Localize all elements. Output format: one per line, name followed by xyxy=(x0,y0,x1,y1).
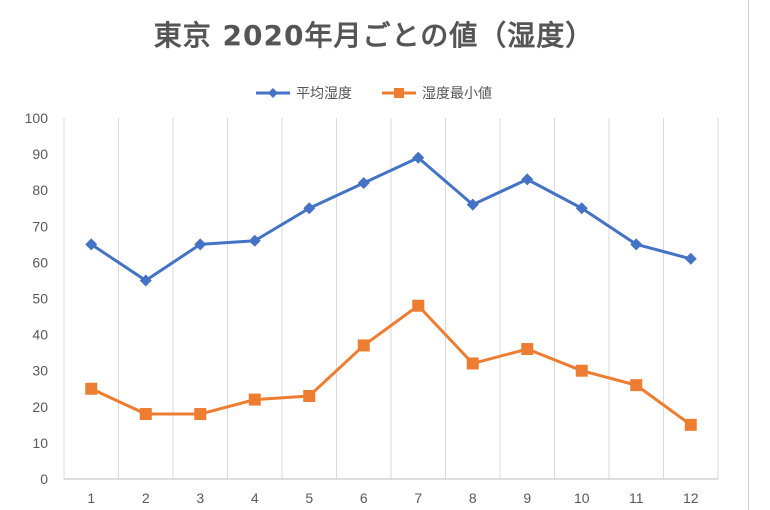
data-point-diamond xyxy=(357,176,370,189)
legend-label-min-humidity: 湿度最小値 xyxy=(422,86,492,102)
y-tick-label: 60 xyxy=(32,254,48,270)
x-tick-label: 1 xyxy=(87,490,95,506)
legend-marker-avg-humidity xyxy=(256,88,290,98)
data-point-diamond xyxy=(466,198,479,211)
x-tick-label: 7 xyxy=(414,490,422,506)
chart-border xyxy=(748,0,749,510)
y-tick-label: 70 xyxy=(32,218,48,234)
data-point-diamond xyxy=(575,202,588,215)
y-tick-label: 80 xyxy=(32,182,48,198)
x-tick-label: 12 xyxy=(683,490,699,506)
data-point-diamond xyxy=(412,151,425,164)
data-point-square xyxy=(194,408,207,421)
x-tick-label: 9 xyxy=(523,490,531,506)
legend-item-min-humidity: 湿度最小値 xyxy=(382,83,492,103)
y-tick-label: 40 xyxy=(32,327,48,343)
data-point-square xyxy=(357,339,370,352)
data-point-diamond xyxy=(194,238,207,251)
legend-item-avg-humidity: 平均湿度 xyxy=(256,83,352,103)
x-tick-label: 4 xyxy=(251,490,259,506)
data-point-square xyxy=(139,408,152,421)
y-tick-label: 30 xyxy=(32,363,48,379)
x-tick-label: 3 xyxy=(196,490,204,506)
y-tick-label: 100 xyxy=(25,110,49,126)
data-point-diamond xyxy=(248,234,261,247)
data-point-diamond xyxy=(303,202,316,215)
data-point-square xyxy=(575,364,588,377)
data-point-square xyxy=(85,382,98,395)
x-tick-label: 11 xyxy=(629,490,644,506)
data-point-square xyxy=(412,299,425,312)
series-line-1 xyxy=(90,156,692,282)
data-point-diamond xyxy=(630,238,643,251)
data-point-square xyxy=(303,389,316,402)
data-point-diamond xyxy=(521,173,534,186)
y-tick-label: 50 xyxy=(32,291,48,307)
x-tick-label: 2 xyxy=(142,490,150,506)
y-tick-label: 90 xyxy=(32,146,48,162)
data-point-square xyxy=(466,357,479,370)
legend-label-avg-humidity: 平均湿度 xyxy=(296,86,352,102)
data-point-square xyxy=(521,343,534,356)
x-tick-label: 8 xyxy=(469,490,477,506)
data-point-square xyxy=(630,379,643,392)
x-tick-label: 6 xyxy=(360,490,368,506)
chart-title: 東京 2020年月ごとの値（湿度） xyxy=(153,19,595,52)
legend: 平均湿度 湿度最小値 xyxy=(0,83,748,103)
data-point-square xyxy=(248,393,261,406)
data-point-diamond xyxy=(684,252,697,265)
x-tick-label: 10 xyxy=(574,490,590,506)
y-tick-label: 20 xyxy=(32,399,48,415)
data-point-diamond xyxy=(139,274,152,287)
y-tick-label: 10 xyxy=(32,435,48,451)
legend-marker-min-humidity xyxy=(382,88,416,98)
data-point-square xyxy=(684,418,697,431)
data-point-diamond xyxy=(85,238,98,251)
y-tick-label: 0 xyxy=(40,471,48,487)
series-line-2 xyxy=(90,304,692,427)
x-tick-label: 5 xyxy=(305,490,313,506)
